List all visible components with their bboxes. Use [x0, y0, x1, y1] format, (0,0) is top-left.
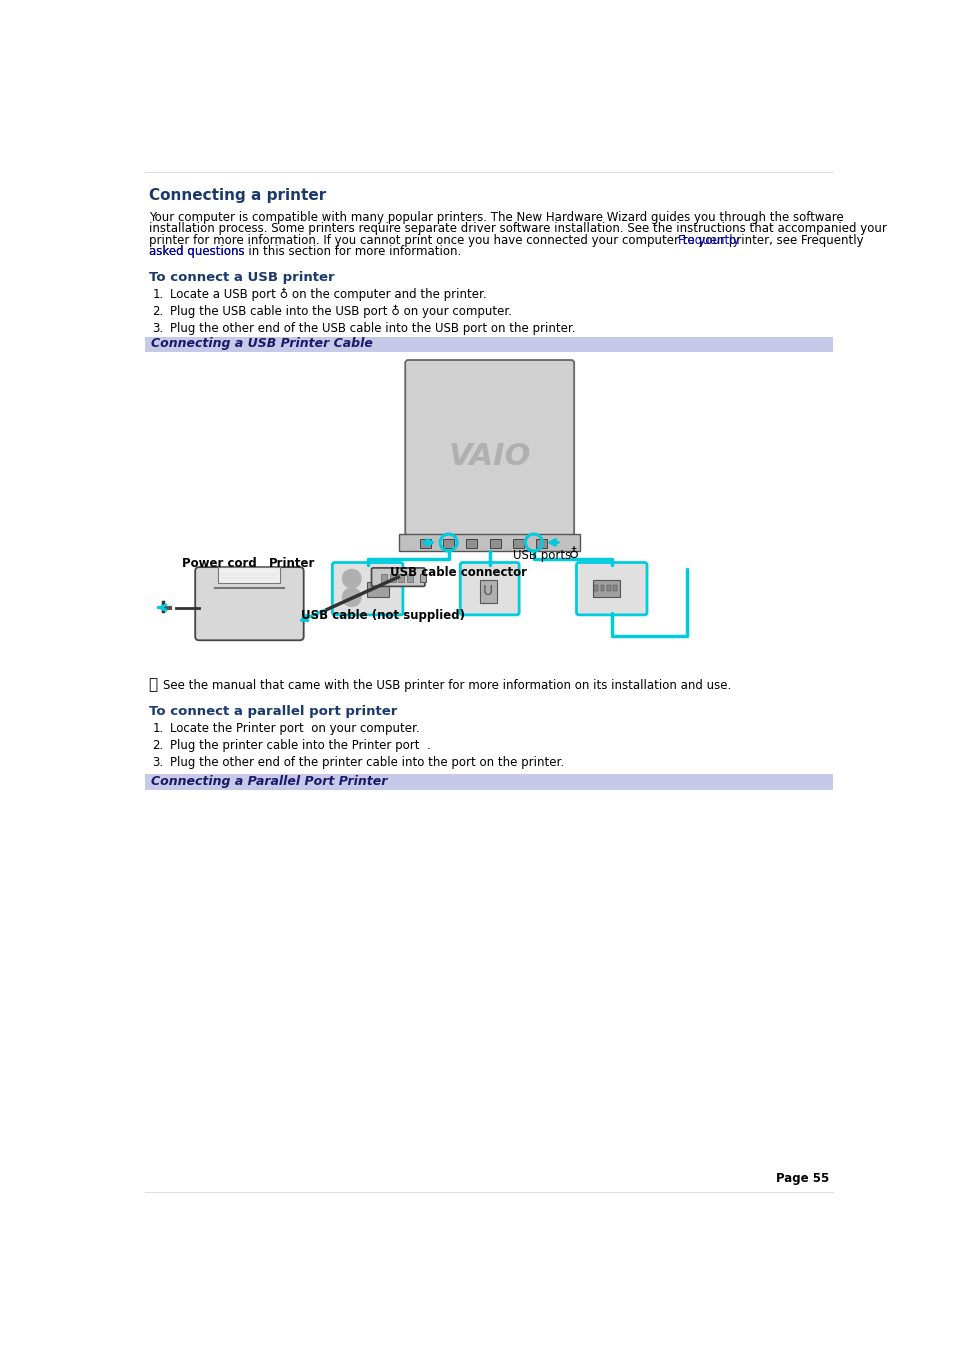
Bar [218, 567, 280, 582]
Bar [489, 539, 500, 549]
Bar [606, 585, 610, 590]
Bar [594, 585, 598, 590]
Text: 1.: 1. [152, 721, 164, 735]
Text: U: U [482, 584, 493, 598]
Text: asked questions: asked questions [149, 246, 244, 258]
FancyBboxPatch shape [371, 567, 424, 586]
Text: Printer: Printer [269, 557, 314, 570]
Bar [419, 539, 431, 549]
Bar [479, 580, 497, 604]
Text: To connect a USB printer: To connect a USB printer [149, 270, 334, 284]
Text: ♁: ♁ [568, 547, 578, 561]
Text: Connecting a printer: Connecting a printer [149, 188, 326, 203]
Circle shape [342, 588, 360, 607]
Text: 2.: 2. [152, 304, 164, 317]
Text: USB ports: USB ports [513, 550, 571, 562]
Text: Connecting a Parallel Port Printer: Connecting a Parallel Port Printer [151, 774, 387, 788]
Text: USB cable connector: USB cable connector [390, 566, 527, 580]
Bar [397, 574, 404, 582]
Bar [145, 336, 832, 353]
Bar [398, 534, 579, 551]
Text: To connect a parallel port printer: To connect a parallel port printer [149, 705, 396, 717]
FancyBboxPatch shape [405, 359, 574, 535]
Text: Locate a USB port ♁ on the computer and the printer.: Locate a USB port ♁ on the computer and … [171, 288, 487, 301]
Text: Connecting a USB Printer Cable: Connecting a USB Printer Cable [151, 338, 373, 350]
Bar [612, 585, 617, 590]
Bar [443, 539, 454, 549]
Text: 2.: 2. [152, 739, 164, 753]
Text: Plug the other end of the printer cable into the port on the printer.: Plug the other end of the printer cable … [171, 755, 564, 769]
Text: Locate the Printer port  on your computer.: Locate the Printer port on your computer… [171, 721, 419, 735]
FancyBboxPatch shape [576, 562, 646, 615]
Text: Plug the printer cable into the Printer port  .: Plug the printer cable into the Printer … [171, 739, 431, 753]
FancyBboxPatch shape [195, 567, 303, 640]
Text: VAIO: VAIO [448, 442, 530, 470]
Bar [381, 574, 387, 582]
Text: Power cord: Power cord [182, 557, 256, 570]
Bar [536, 539, 546, 549]
FancyBboxPatch shape [459, 562, 518, 615]
Circle shape [342, 570, 360, 588]
Text: Page 55: Page 55 [775, 1173, 828, 1185]
Bar [220, 577, 278, 578]
Text: 3.: 3. [152, 755, 164, 769]
Text: 1.: 1. [152, 288, 164, 301]
Bar [513, 539, 523, 549]
FancyBboxPatch shape [332, 562, 402, 615]
Bar [599, 585, 604, 590]
Bar [592, 580, 619, 597]
Bar [220, 574, 278, 577]
Bar [145, 774, 832, 790]
Text: USB cable (not supplied): USB cable (not supplied) [300, 609, 464, 623]
Text: See the manual that came with the USB printer for more information on its instal: See the manual that came with the USB pr… [162, 678, 730, 692]
Text: ␹: ␹ [149, 677, 157, 692]
Text: 3.: 3. [152, 322, 164, 335]
Text: printer for more information. If you cannot print once you have connected your c: printer for more information. If you can… [149, 234, 862, 247]
Bar [367, 582, 389, 597]
Text: asked questions in this section for more information.: asked questions in this section for more… [149, 246, 460, 258]
Bar [406, 574, 413, 582]
Bar [390, 574, 395, 582]
Text: Plug the USB cable into the USB port ♁ on your computer.: Plug the USB cable into the USB port ♁ o… [171, 304, 512, 317]
Text: Frequently: Frequently [678, 234, 740, 247]
Bar [220, 573, 278, 574]
Text: Plug the other end of the USB cable into the USB port on the printer.: Plug the other end of the USB cable into… [171, 322, 576, 335]
Text: installation process. Some printers require separate driver software installatio: installation process. Some printers requ… [149, 222, 885, 235]
Text: Your computer is compatible with many popular printers. The New Hardware Wizard : Your computer is compatible with many po… [149, 211, 842, 224]
Bar [466, 539, 476, 549]
Bar [419, 574, 426, 582]
